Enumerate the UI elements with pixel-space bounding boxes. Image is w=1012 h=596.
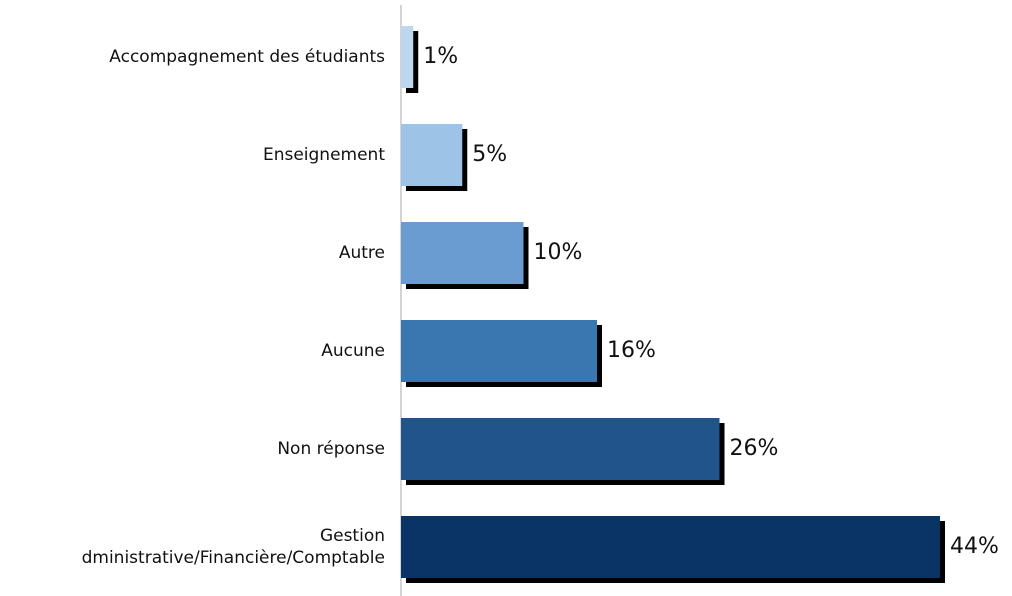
bar bbox=[401, 320, 597, 382]
category-label: Autre bbox=[339, 243, 385, 263]
category-label: Enseignement bbox=[263, 145, 385, 165]
category-label: Gestion dministrative/Financière/Comptabl… bbox=[82, 526, 385, 568]
value-label: 5% bbox=[472, 142, 507, 167]
category-label: Aucune bbox=[321, 341, 385, 361]
value-label: 10% bbox=[534, 240, 583, 265]
category-label: Non réponse bbox=[277, 439, 385, 459]
bar bbox=[401, 124, 463, 186]
value-label: 16% bbox=[607, 338, 656, 363]
value-label: 1% bbox=[423, 44, 458, 69]
bar bbox=[401, 222, 524, 284]
bar bbox=[401, 516, 940, 578]
value-label: 26% bbox=[730, 436, 779, 461]
category-label: Accompagnement des étudiants bbox=[109, 47, 385, 67]
bar bbox=[401, 26, 414, 88]
bar bbox=[401, 418, 720, 480]
value-label: 44% bbox=[950, 534, 999, 559]
